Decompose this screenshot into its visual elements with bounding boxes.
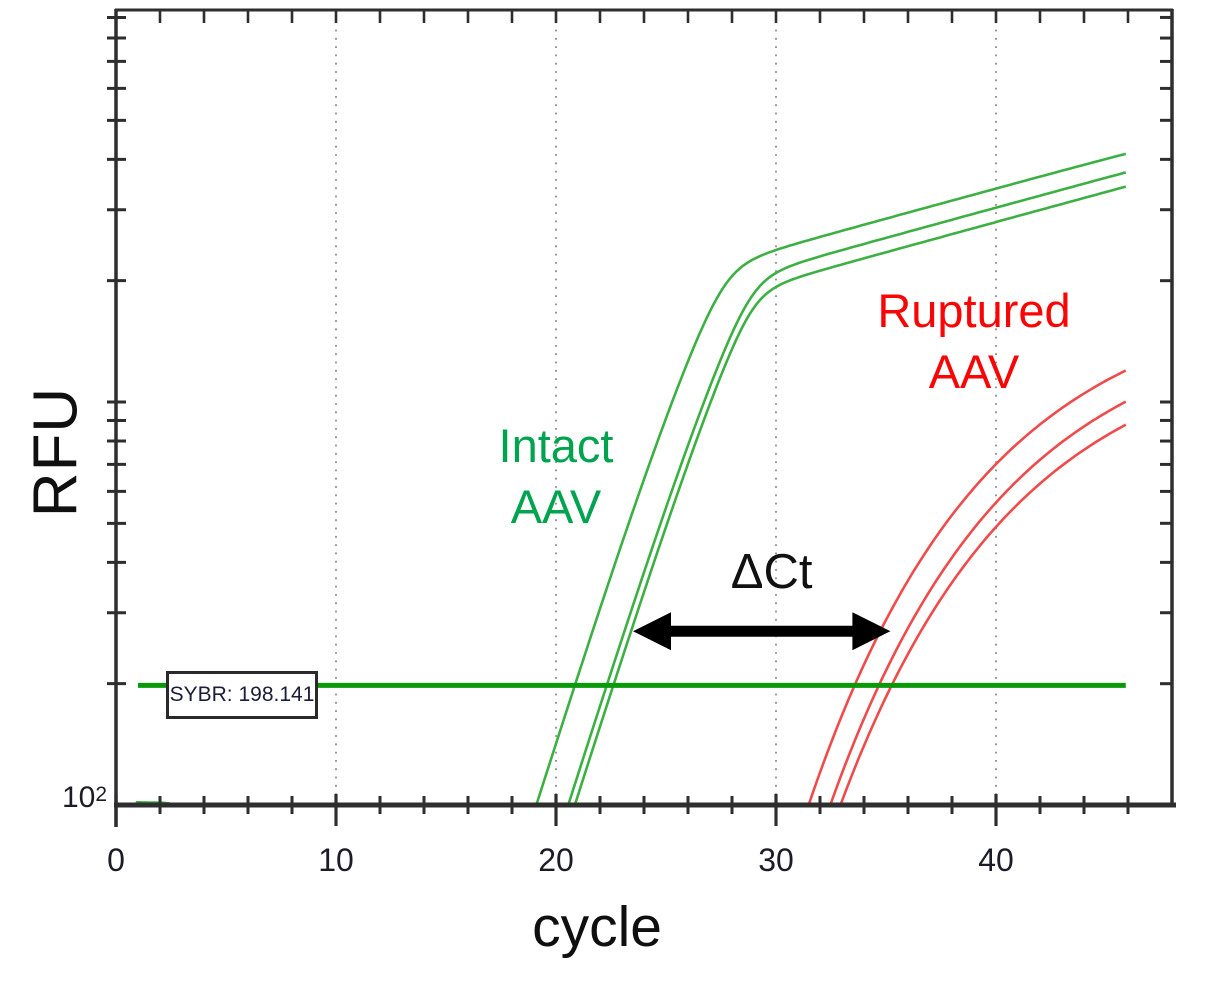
y-axis-title: RFU bbox=[21, 386, 91, 518]
threshold-label-box: SYBR: 198.141 bbox=[166, 671, 318, 719]
ruptured-aav-label-line2: AAV bbox=[928, 344, 1020, 398]
intact-aav-label: Intact AAV bbox=[499, 415, 614, 537]
x-tick-label: 0 bbox=[107, 842, 125, 878]
delta-ct-label: ΔCt bbox=[730, 544, 813, 599]
ruptured-aav-label: Ruptured AAV bbox=[877, 280, 1070, 402]
x-tick-label: 10 bbox=[318, 842, 354, 878]
x-tick-label: 30 bbox=[758, 842, 794, 878]
x-tick-label: 40 bbox=[978, 842, 1014, 878]
ruptured-aav-label-line1: Ruptured bbox=[877, 283, 1071, 337]
intact-aav-label-line1: Intact bbox=[498, 418, 614, 472]
y-axis-tick-label: 102 bbox=[62, 781, 107, 815]
x-axis-title: cycle bbox=[532, 895, 662, 959]
y-tick-base: 10 bbox=[61, 781, 96, 814]
y-tick-exponent: 2 bbox=[95, 783, 107, 806]
intact-aav-label-line2: AAV bbox=[510, 480, 602, 534]
threshold-label-text: SYBR: 198.141 bbox=[169, 683, 315, 706]
x-tick-label: 20 bbox=[538, 842, 574, 878]
